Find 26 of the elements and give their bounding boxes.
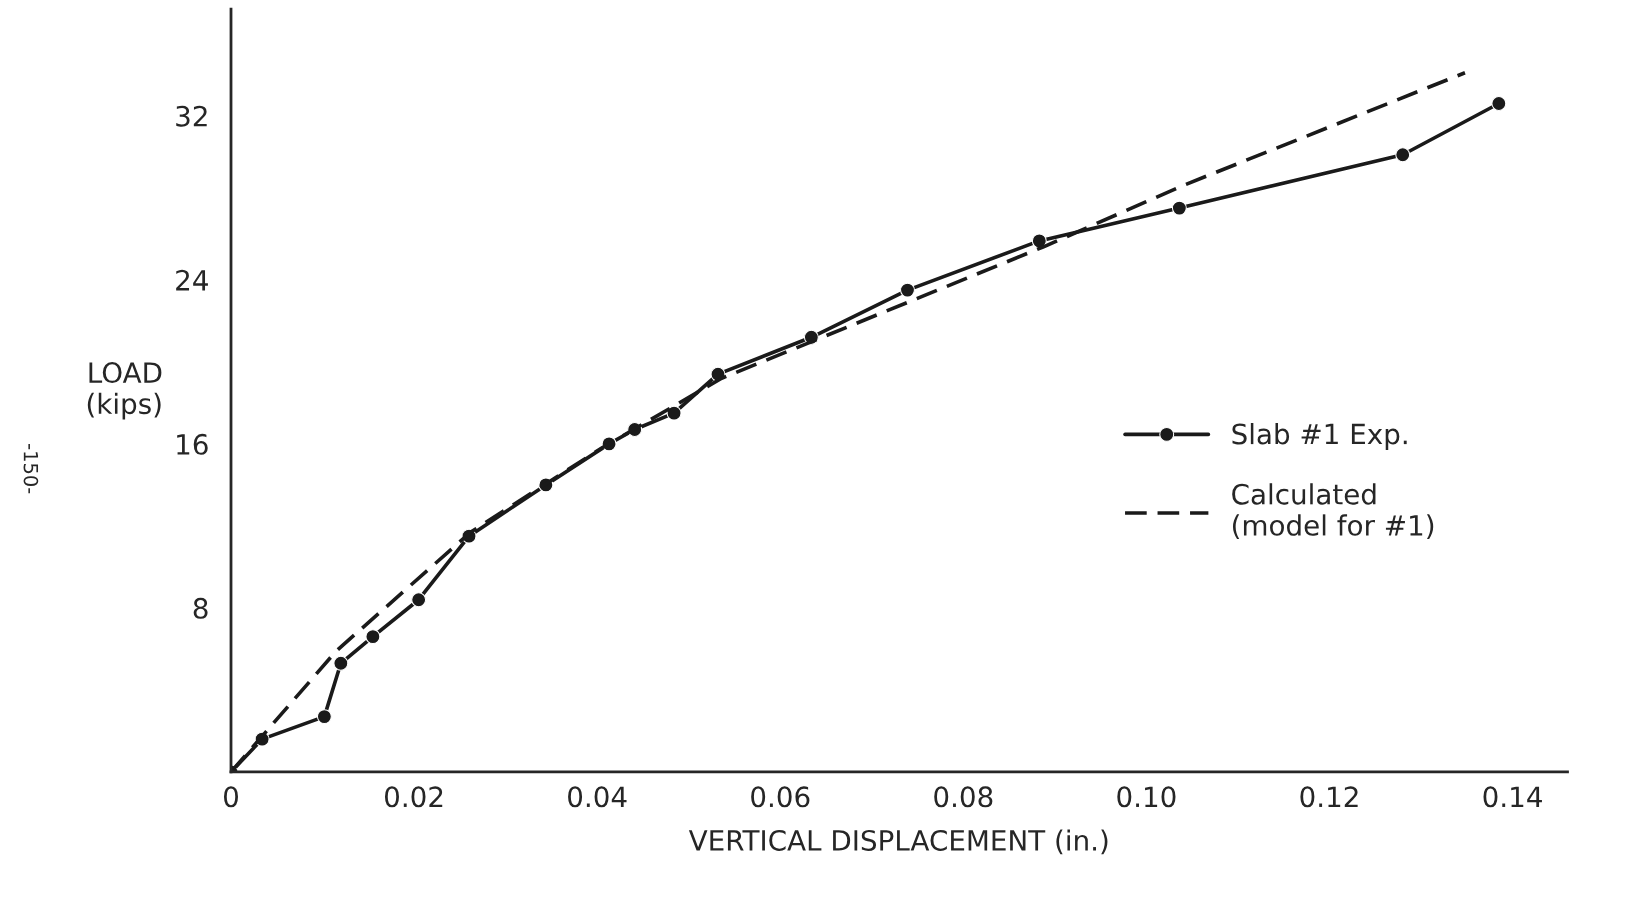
point [411,592,427,608]
x-tick-label: 0.02 [384,786,443,808]
point [1395,147,1411,163]
point [333,655,349,671]
text: -150- [23,444,39,494]
y-tick-label: 8 [193,597,208,619]
x-tick-label: 0.08 [934,786,993,808]
point [900,282,915,298]
x-tick-label: 0 [223,786,238,808]
point [1171,200,1187,216]
legend-label: Calculated (model for #1) [1232,483,1434,540]
y-axis-title: LOAD (kips) [87,362,162,420]
x-tick-label: 0.10 [1117,786,1176,808]
x-tick-label: 0.04 [568,786,627,808]
point [666,405,682,421]
x-tick-label: 0.14 [1483,786,1542,808]
y-tick-label: 16 [177,433,208,455]
y-tick-label: 32 [176,105,207,127]
x-tick-label: 0.12 [1300,786,1358,808]
point [316,709,332,725]
point [1491,96,1507,111]
point [365,629,381,645]
legend-label: Slab #1 Exp. [1232,423,1407,450]
x-tick-label: 0.06 [751,786,810,808]
x-axis-title: VERTICAL DISPLACEMENT (in.) [688,829,1108,855]
y-tick-label: 24 [176,269,208,291]
